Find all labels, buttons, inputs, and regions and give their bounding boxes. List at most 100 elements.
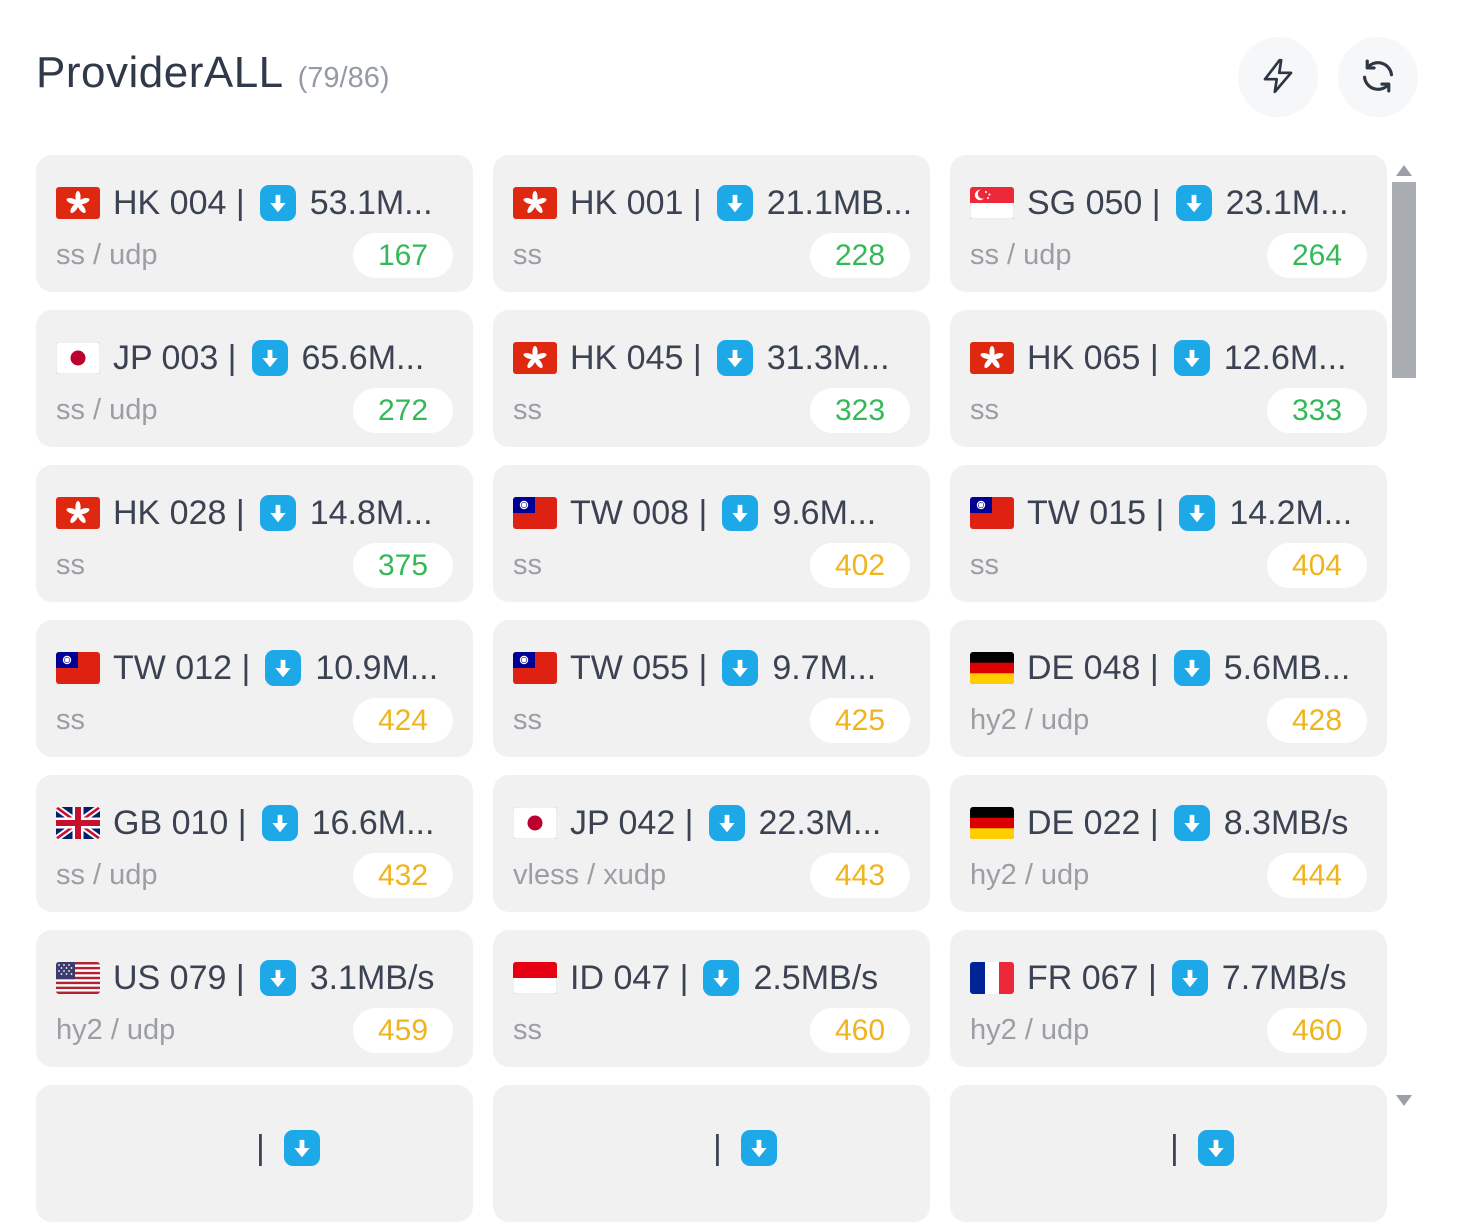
proxy-card[interactable]: GB 010 | 16.6M... ss / udp 432: [36, 775, 473, 912]
proxy-card-info-row: ss / udp 272: [56, 388, 453, 433]
proxy-name: HK 045 |: [570, 338, 702, 377]
download-arrow-icon: [259, 495, 296, 531]
proxy-name: GB 010 |: [113, 803, 247, 842]
proxy-name: TW 012 |: [113, 648, 251, 687]
proxy-card-title-row: HK 045 | 31.3M...: [513, 338, 910, 378]
proxy-card[interactable]: ID 047 | 2.5MB/s ss 460: [493, 930, 930, 1067]
proxy-card[interactable]: DE 048 | 5.6MB... hy2 / udp 428: [950, 620, 1387, 757]
protocol-label: hy2 / udp: [970, 859, 1090, 891]
latency-badge[interactable]: 333: [1267, 388, 1367, 433]
proxy-name-separator: |: [256, 1128, 265, 1167]
download-speed: 16.6M...: [311, 803, 435, 842]
hk-flag-icon: [970, 342, 1014, 374]
proxy-card-info-row: ss / udp 432: [56, 853, 453, 898]
proxy-card[interactable]: DE 022 | 8.3MB/s hy2 / udp 444: [950, 775, 1387, 912]
download-arrow-icon: [251, 340, 288, 376]
proxy-card-title-row: TW 055 | 9.7M...: [513, 648, 910, 688]
latency-badge[interactable]: 323: [810, 388, 910, 433]
download-arrow-icon: [283, 1130, 320, 1166]
proxy-card-partial[interactable]: |: [493, 1085, 930, 1222]
download-speed: 3.1MB/s: [309, 958, 435, 997]
download-speed: 7.7MB/s: [1221, 958, 1347, 997]
proxy-card-title-row: TW 008 | 9.6M...: [513, 493, 910, 533]
latency-badge[interactable]: 404: [1267, 543, 1367, 588]
proxy-card-partial[interactable]: |: [950, 1085, 1387, 1222]
proxy-card[interactable]: SG 050 | 23.1M... ss / udp 264: [950, 155, 1387, 292]
proxy-card-info-row: ss 404: [970, 543, 1367, 588]
latency-badge[interactable]: 443: [810, 853, 910, 898]
speed-test-button[interactable]: [1238, 37, 1318, 117]
protocol-label: ss: [513, 549, 542, 581]
proxy-card[interactable]: HK 001 | 21.1MB... ss 228: [493, 155, 930, 292]
download-speed: 23.1M...: [1225, 183, 1349, 222]
proxy-card[interactable]: HK 004 | 53.1M... ss / udp 167: [36, 155, 473, 292]
proxy-card-info-row: ss 228: [513, 233, 910, 278]
proxy-card-title-row: ID 047 | 2.5MB/s: [513, 958, 910, 998]
download-arrow-icon: [716, 185, 753, 221]
proxy-card[interactable]: HK 045 | 31.3M... ss 323: [493, 310, 930, 447]
proxy-card-title-row: HK 004 | 53.1M...: [56, 183, 453, 223]
latency-badge[interactable]: 264: [1267, 233, 1367, 278]
proxy-card-grid: HK 004 | 53.1M... ss / udp 167 HK 001 | …: [36, 155, 1387, 1222]
download-speed: 10.9M...: [315, 648, 439, 687]
proxy-card[interactable]: HK 065 | 12.6M... ss 333: [950, 310, 1387, 447]
latency-badge[interactable]: 428: [1267, 698, 1367, 743]
proxy-card[interactable]: US 079 | 3.1MB/s hy2 / udp 459: [36, 930, 473, 1067]
latency-badge[interactable]: 460: [1267, 1008, 1367, 1053]
latency-badge[interactable]: 460: [810, 1008, 910, 1053]
proxy-card[interactable]: JP 042 | 22.3M... vless / xudp 443: [493, 775, 930, 912]
proxy-name: ID 047 |: [570, 958, 689, 997]
download-speed: 14.2M...: [1229, 493, 1353, 532]
proxy-card-title-row: DE 048 | 5.6MB...: [970, 648, 1367, 688]
proxy-card-partial[interactable]: |: [36, 1085, 473, 1222]
proxy-card[interactable]: FR 067 | 7.7MB/s hy2 / udp 460: [950, 930, 1387, 1067]
proxy-name: US 079 |: [113, 958, 245, 997]
proxy-card-title-row: HK 001 | 21.1MB...: [513, 183, 910, 223]
download-speed: 8.3MB/s: [1223, 803, 1349, 842]
de-flag-icon: [970, 807, 1014, 839]
proxy-name: HK 004 |: [113, 183, 245, 222]
us-flag-icon: [56, 962, 100, 994]
proxy-card[interactable]: TW 012 | 10.9M... ss 424: [36, 620, 473, 757]
scrollbar-up-arrow-icon[interactable]: [1396, 165, 1412, 176]
proxy-name-separator: |: [713, 1128, 722, 1167]
download-arrow-icon: [1173, 805, 1210, 841]
provider-title: ProviderALL: [36, 48, 284, 97]
latency-badge[interactable]: 375: [353, 543, 453, 588]
latency-badge[interactable]: 228: [810, 233, 910, 278]
proxy-card[interactable]: JP 003 | 65.6M... ss / udp 272: [36, 310, 473, 447]
protocol-label: ss: [513, 239, 542, 271]
proxy-card-info-row: hy2 / udp 428: [970, 698, 1367, 743]
download-speed: 9.7M...: [772, 648, 877, 687]
latency-badge[interactable]: 424: [353, 698, 453, 743]
proxy-name: TW 015 |: [1027, 493, 1165, 532]
latency-badge[interactable]: 402: [810, 543, 910, 588]
proxy-card-title-row: US 079 | 3.1MB/s: [56, 958, 453, 998]
proxy-card-title-row: JP 003 | 65.6M...: [56, 338, 453, 378]
proxy-card-title-row: HK 065 | 12.6M...: [970, 338, 1367, 378]
page-title: ProviderALL (79/86): [36, 48, 390, 98]
proxy-card-title-row: GB 010 | 16.6M...: [56, 803, 453, 843]
scrollbar-thumb[interactable]: [1392, 182, 1416, 378]
download-speed: 5.6MB...: [1223, 648, 1351, 687]
download-arrow-icon: [1179, 495, 1216, 531]
protocol-label: hy2 / udp: [56, 1014, 176, 1046]
proxy-card[interactable]: TW 008 | 9.6M... ss 402: [493, 465, 930, 602]
proxy-card[interactable]: TW 055 | 9.7M... ss 425: [493, 620, 930, 757]
proxy-card-title-row: |: [970, 1128, 1367, 1168]
protocol-label: hy2 / udp: [970, 704, 1090, 736]
latency-badge[interactable]: 444: [1267, 853, 1367, 898]
latency-badge[interactable]: 167: [353, 233, 453, 278]
proxy-name: DE 048 |: [1027, 648, 1159, 687]
proxy-card[interactable]: TW 015 | 14.2M... ss 404: [950, 465, 1387, 602]
download-arrow-icon: [1175, 185, 1212, 221]
refresh-provider-button[interactable]: [1338, 37, 1418, 117]
latency-badge[interactable]: 432: [353, 853, 453, 898]
proxy-card-info-row: ss 333: [970, 388, 1367, 433]
latency-badge[interactable]: 459: [353, 1008, 453, 1053]
protocol-label: ss: [970, 549, 999, 581]
latency-badge[interactable]: 425: [810, 698, 910, 743]
scrollbar-down-arrow-icon[interactable]: [1396, 1095, 1412, 1106]
latency-badge[interactable]: 272: [353, 388, 453, 433]
proxy-card[interactable]: HK 028 | 14.8M... ss 375: [36, 465, 473, 602]
